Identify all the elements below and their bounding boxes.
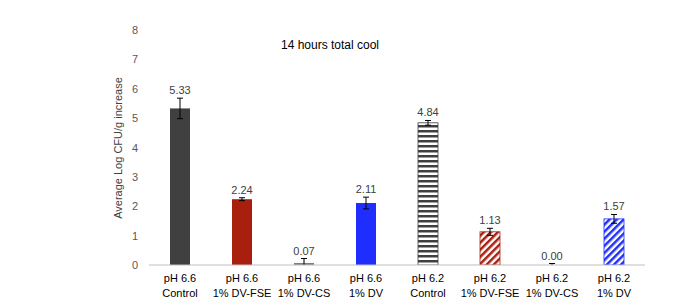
y-tick-label: 2 bbox=[132, 200, 138, 212]
category-line: pH 6.2 bbox=[474, 272, 506, 284]
error-bar bbox=[611, 214, 617, 223]
category-line: pH 6.2 bbox=[412, 272, 444, 284]
error-line bbox=[614, 214, 615, 223]
error-bar bbox=[487, 228, 493, 235]
y-tick-label: 0 bbox=[132, 259, 138, 271]
category-line: Control bbox=[410, 287, 445, 299]
error-bar bbox=[239, 198, 245, 201]
bar bbox=[604, 219, 624, 265]
error-cap bbox=[425, 120, 431, 121]
category-label: pH 6.2 1% DV bbox=[597, 272, 632, 299]
error-cap bbox=[301, 258, 307, 259]
bars bbox=[170, 98, 624, 265]
category-label: pH 6.2 1% DV-CS bbox=[526, 272, 579, 299]
error-cap bbox=[239, 200, 245, 201]
data-label: 0.07 bbox=[293, 245, 314, 257]
category-line: 1% DV-FSE bbox=[461, 287, 520, 299]
y-tick-label: 5 bbox=[132, 112, 138, 124]
error-line bbox=[304, 259, 305, 265]
error-cap bbox=[611, 223, 617, 224]
category-label: pH 6.6 1% DV-FSE bbox=[213, 272, 272, 299]
category-line: Control bbox=[162, 287, 197, 299]
y-tick-label: 4 bbox=[132, 142, 138, 154]
data-label: 2.24 bbox=[231, 184, 252, 196]
y-tick-label: 1 bbox=[132, 230, 138, 242]
error-cap bbox=[611, 214, 617, 215]
category-line: 1% DV bbox=[349, 287, 384, 299]
category-line: pH 6.6 bbox=[164, 272, 196, 284]
title: 14 hours total cool bbox=[281, 38, 379, 52]
category-line: pH 6.2 bbox=[536, 272, 568, 284]
category-line: 1% DV-FSE bbox=[213, 287, 272, 299]
error-bar bbox=[177, 98, 183, 119]
error-cap bbox=[363, 197, 369, 198]
category-label: pH 6.6 Control bbox=[162, 272, 197, 299]
error-cap bbox=[239, 197, 245, 198]
category-line: 1% DV bbox=[597, 287, 632, 299]
bar bbox=[418, 123, 438, 265]
x-axis bbox=[149, 265, 645, 266]
error-cap bbox=[549, 263, 555, 264]
data-label: 2.11 bbox=[356, 183, 377, 195]
category-label: pH 6.2 1% DV-FSE bbox=[461, 272, 520, 299]
bar bbox=[356, 203, 376, 265]
data-label: 0.00 bbox=[541, 250, 562, 262]
data-label: 5.33 bbox=[169, 84, 190, 96]
error-cap bbox=[177, 98, 183, 99]
category-line: pH 6.6 bbox=[350, 272, 382, 284]
error-line bbox=[428, 120, 429, 125]
category-line: pH 6.2 bbox=[598, 272, 630, 284]
y-tick-label: 7 bbox=[132, 53, 138, 65]
bar bbox=[480, 232, 500, 265]
chart: 14 hours total cool Average Log CFU/g inc… bbox=[0, 0, 690, 307]
y-label: Average Log CFU/g increase bbox=[112, 77, 124, 219]
error-cap bbox=[177, 118, 183, 119]
error-line bbox=[490, 228, 491, 235]
y-tick-label: 6 bbox=[132, 83, 138, 95]
category-line: 1% DV-CS bbox=[278, 287, 331, 299]
category-label: pH 6.6 1% DV bbox=[349, 272, 384, 299]
error-bar bbox=[425, 120, 431, 125]
data-label: 4.84 bbox=[417, 106, 438, 118]
error-line bbox=[180, 98, 181, 119]
error-bar bbox=[363, 197, 369, 209]
data-label: 1.13 bbox=[479, 214, 500, 226]
y-tick-label: 3 bbox=[132, 171, 138, 183]
error-cap bbox=[425, 125, 431, 126]
category-line: pH 6.6 bbox=[226, 272, 258, 284]
category-label: pH 6.2 Control bbox=[410, 272, 445, 299]
category-line: 1% DV-CS bbox=[526, 287, 579, 299]
category-label: pH 6.6 1% DV-CS bbox=[278, 272, 331, 299]
error-line bbox=[366, 197, 367, 209]
error-cap bbox=[363, 208, 369, 209]
data-label: 1.57 bbox=[603, 200, 624, 212]
bar bbox=[232, 199, 252, 265]
y-tick-label: 8 bbox=[132, 24, 138, 36]
error-cap bbox=[487, 235, 493, 236]
error-cap bbox=[487, 228, 493, 229]
bar bbox=[170, 108, 190, 265]
error-bar bbox=[301, 259, 307, 265]
category-line: pH 6.6 bbox=[288, 272, 320, 284]
